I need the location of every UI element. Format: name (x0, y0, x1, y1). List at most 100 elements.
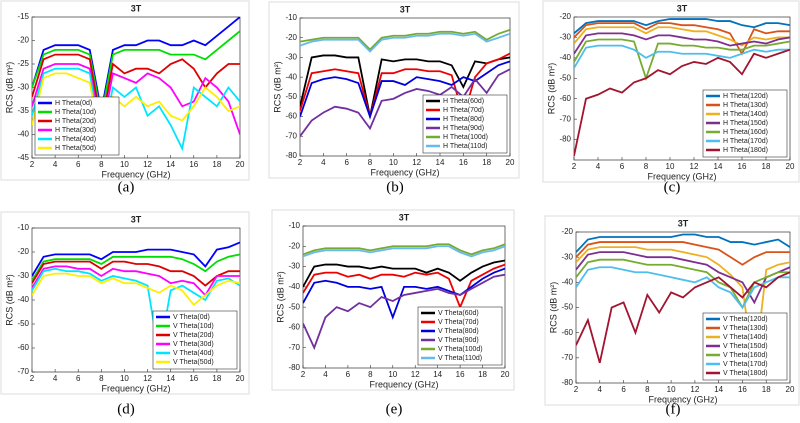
y-tick-label: -35 (17, 106, 29, 115)
series-line (576, 241, 790, 266)
y-tick-label: -60 (288, 323, 300, 332)
y-tick-label: -80 (288, 363, 300, 372)
y-tick-label: -20 (17, 247, 29, 256)
x-tick-label: 18 (212, 374, 221, 383)
series-line (32, 267, 240, 356)
y-tick-label: -20 (288, 241, 300, 250)
legend-label: H Theta(170d) (723, 138, 768, 145)
y-tick-label: -50 (285, 92, 297, 101)
caption: (c) (664, 179, 681, 195)
y-axis-label: RCS (dB m²) (272, 61, 282, 113)
x-tick-label: 10 (120, 160, 129, 169)
legend-label: H Theta(140d) (723, 111, 768, 118)
x-tick-label: 20 (786, 385, 795, 394)
x-tick-label: 2 (301, 370, 306, 379)
y-axis-label: RCS (dB m²) (4, 274, 14, 326)
x-tick-label: 18 (212, 160, 221, 169)
x-tick-label: 8 (99, 374, 104, 383)
legend-box (422, 94, 508, 154)
x-tick-label: 10 (120, 374, 129, 383)
y-tick-label: -20 (559, 12, 571, 21)
y-tick-label: -30 (559, 33, 571, 42)
x-tick-label: 14 (714, 385, 723, 394)
legend-label: V Theta(130d) (723, 325, 768, 332)
legend-label: H Theta(50d) (55, 145, 96, 152)
caption: (a) (118, 179, 135, 195)
y-tick-label: -40 (17, 130, 29, 139)
legend-label: V Theta(140d) (723, 334, 768, 341)
x-tick-label: 6 (346, 370, 351, 379)
y-tick-label: -70 (285, 131, 297, 140)
series-line (300, 28, 510, 51)
x-tick-label: 2 (574, 385, 579, 394)
series-line (32, 72, 240, 145)
series-line (300, 52, 510, 121)
y-axis-label: RCS (dB m²) (548, 282, 558, 334)
y-tick-label: -50 (17, 319, 29, 328)
y-axis-label: RCS (dB m²) (275, 271, 285, 323)
legend-label: V Theta(90d) (438, 337, 479, 344)
y-tick-label: -70 (288, 343, 300, 352)
series-line (574, 18, 790, 35)
legend-label: H Theta(10d) (55, 109, 96, 116)
legend-box (152, 310, 238, 370)
x-tick-label: 8 (644, 162, 649, 171)
y-tick-label: -60 (559, 94, 571, 103)
x-tick-label: 2 (298, 158, 303, 167)
series-line (300, 54, 510, 117)
legend-label: H Theta(40d) (55, 136, 96, 143)
caption: (d) (117, 401, 135, 417)
x-tick-label: 12 (143, 160, 152, 169)
legend-label: V Theta(170d) (723, 361, 768, 368)
x-tick-label: 18 (482, 158, 491, 167)
y-tick-label: -20 (17, 36, 29, 45)
series-line (303, 263, 505, 310)
y-axis-label: RCS (dB m²) (546, 63, 556, 115)
legend-label: V Theta(160d) (723, 352, 768, 359)
x-tick-label: 6 (344, 158, 349, 167)
x-tick-label: 18 (478, 370, 487, 379)
legend-label: V Theta(70d) (438, 319, 479, 326)
x-tick-label: 12 (143, 374, 152, 383)
x-tick-label: 20 (501, 370, 510, 379)
x-tick-label: 10 (388, 370, 397, 379)
legend-label: V Theta(30d) (173, 341, 214, 348)
y-tick-label: -80 (285, 151, 297, 160)
legend-label: V Theta(150d) (723, 343, 768, 350)
series-line (576, 233, 790, 253)
x-tick-label: 16 (189, 374, 198, 383)
x-tick-label: 20 (506, 158, 515, 167)
x-tick-label: 8 (99, 160, 104, 169)
y-tick-label: -10 (17, 223, 29, 232)
x-tick-label: 8 (368, 158, 373, 167)
y-tick-label: -80 (559, 135, 571, 144)
legend-label: H Theta(0d) (55, 100, 92, 107)
x-tick-label: 8 (645, 385, 650, 394)
y-tick-label: -40 (285, 72, 297, 81)
series-line (574, 32, 790, 55)
x-axis-label: Frequency (GHz) (369, 379, 438, 389)
y-tick-label: -40 (561, 277, 573, 286)
legend-label: H Theta(20d) (55, 118, 96, 125)
legend-label: V Theta(110d) (438, 355, 482, 362)
x-tick-label: 6 (621, 385, 626, 394)
y-tick-label: -20 (561, 227, 573, 236)
legend-label: V Theta(10d) (173, 323, 214, 330)
x-tick-label: 14 (166, 160, 175, 169)
y-tick-label: -40 (288, 282, 300, 291)
y-tick-label: -30 (285, 53, 297, 62)
y-tick-label: -10 (288, 221, 300, 230)
legend-label: H Theta(160d) (723, 129, 768, 136)
legend-label: V Theta(60d) (438, 310, 479, 317)
y-tick-label: -60 (285, 112, 297, 121)
x-tick-label: 10 (666, 162, 675, 171)
series-line (303, 273, 505, 351)
x-tick-label: 4 (321, 158, 326, 167)
y-tick-label: -60 (17, 343, 29, 352)
y-tick-label: -30 (288, 262, 300, 271)
x-tick-label: 14 (714, 162, 723, 171)
series-line (574, 48, 790, 157)
series-line (32, 253, 240, 282)
x-tick-label: 6 (76, 374, 81, 383)
